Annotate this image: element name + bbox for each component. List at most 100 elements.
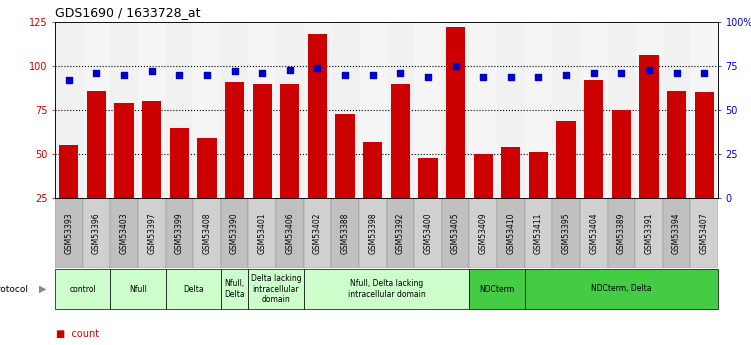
Point	[312, 65, 324, 70]
Point	[146, 69, 158, 74]
Bar	[55, 22, 83, 198]
Bar	[442, 22, 469, 198]
Bar	[690, 198, 718, 268]
Text: Nfull, Delta lacking
intracellular domain: Nfull, Delta lacking intracellular domai…	[348, 279, 425, 299]
Bar	[165, 22, 193, 198]
Point	[450, 63, 462, 69]
Text: NDCterm, Delta: NDCterm, Delta	[591, 285, 652, 294]
Text: GSM53406: GSM53406	[285, 212, 294, 254]
Bar	[442, 198, 469, 268]
Text: GSM53397: GSM53397	[147, 212, 156, 254]
Text: NDCterm: NDCterm	[479, 285, 514, 294]
Text: GSM53411: GSM53411	[534, 212, 543, 254]
Text: GSM53391: GSM53391	[644, 212, 653, 254]
Bar	[59, 145, 79, 198]
Text: GSM53400: GSM53400	[424, 212, 433, 254]
Point	[560, 72, 572, 78]
Bar	[249, 198, 276, 268]
Bar	[414, 22, 442, 198]
Bar	[690, 22, 718, 198]
Bar	[87, 91, 106, 198]
Bar	[83, 22, 110, 198]
Bar	[608, 22, 635, 198]
Bar	[138, 22, 165, 198]
Bar	[336, 114, 354, 198]
Bar	[695, 92, 714, 198]
Point	[477, 74, 489, 79]
Text: Nfull: Nfull	[129, 285, 146, 294]
Text: GSM53392: GSM53392	[396, 212, 405, 254]
Text: GSM53403: GSM53403	[119, 212, 128, 254]
Bar	[635, 22, 662, 198]
Bar	[387, 198, 414, 268]
Text: GSM53389: GSM53389	[617, 212, 626, 254]
Bar	[110, 198, 138, 268]
Bar	[580, 22, 608, 198]
Point	[671, 70, 683, 76]
Bar	[308, 34, 327, 198]
Bar	[331, 22, 359, 198]
Point	[366, 72, 379, 78]
Bar	[391, 83, 410, 198]
Bar	[221, 269, 249, 309]
Text: protocol: protocol	[0, 285, 29, 294]
Text: GSM53395: GSM53395	[562, 212, 571, 254]
Point	[422, 74, 434, 79]
Bar	[662, 198, 690, 268]
Bar	[193, 22, 221, 198]
Bar	[469, 22, 497, 198]
Bar	[639, 56, 659, 198]
Bar	[552, 198, 580, 268]
Bar	[359, 22, 387, 198]
Point	[228, 69, 240, 74]
Bar	[418, 158, 438, 198]
Bar	[165, 269, 221, 309]
Point	[615, 70, 627, 76]
Bar	[193, 198, 221, 268]
Point	[394, 70, 406, 76]
Bar	[363, 142, 382, 198]
Text: ■  count: ■ count	[56, 329, 99, 339]
Bar	[252, 83, 272, 198]
Bar	[611, 110, 631, 198]
Bar	[469, 269, 525, 309]
Text: GSM53404: GSM53404	[590, 212, 599, 254]
Bar	[198, 138, 216, 198]
Point	[284, 67, 296, 72]
Text: GSM53394: GSM53394	[672, 212, 681, 254]
Bar	[584, 80, 603, 198]
Bar	[165, 198, 193, 268]
Bar	[474, 154, 493, 198]
Text: GSM53405: GSM53405	[451, 212, 460, 254]
Text: GSM53410: GSM53410	[506, 212, 515, 254]
Text: GSM53408: GSM53408	[203, 212, 212, 254]
Point	[505, 74, 517, 79]
Point	[118, 72, 130, 78]
Text: GSM53396: GSM53396	[92, 212, 101, 254]
Text: GSM53388: GSM53388	[340, 212, 349, 254]
Bar	[110, 269, 165, 309]
Bar	[635, 198, 662, 268]
Text: Delta lacking
intracellular
domain: Delta lacking intracellular domain	[251, 274, 301, 304]
Bar	[525, 22, 552, 198]
Bar	[469, 198, 497, 268]
Text: ▶: ▶	[38, 284, 46, 294]
Bar	[529, 152, 548, 198]
Bar	[303, 22, 331, 198]
Bar	[110, 22, 138, 198]
Text: GSM53398: GSM53398	[368, 212, 377, 254]
Text: Delta: Delta	[182, 285, 204, 294]
Bar	[303, 198, 331, 268]
Text: GDS1690 / 1633728_at: GDS1690 / 1633728_at	[55, 7, 201, 19]
Bar	[221, 22, 249, 198]
Bar	[55, 198, 83, 268]
Bar	[446, 27, 465, 198]
Text: GSM53399: GSM53399	[175, 212, 184, 254]
Point	[588, 70, 600, 76]
Bar	[249, 22, 276, 198]
Bar	[114, 103, 134, 198]
Bar	[525, 269, 718, 309]
Text: Nfull,
Delta: Nfull, Delta	[225, 279, 245, 299]
Bar	[170, 128, 189, 198]
Bar	[608, 198, 635, 268]
